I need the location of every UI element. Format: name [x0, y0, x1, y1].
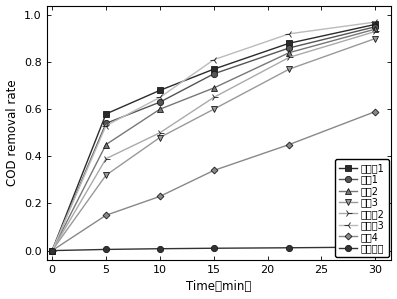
- 实验兣1: [287, 42, 291, 45]
- 实验兣1: [211, 67, 216, 71]
- 实验兣3: [287, 32, 291, 36]
- 实验兣2: [158, 131, 162, 135]
- 实验兣3: [211, 58, 216, 62]
- 实验兣2: [50, 249, 54, 252]
- Line: 空白对照: 空白对照: [49, 244, 378, 254]
- 对比2: [373, 27, 378, 31]
- Line: 实验兣1: 实验兣1: [49, 21, 378, 254]
- 对比4: [373, 110, 378, 113]
- 对比1: [104, 122, 108, 125]
- 空白对照: [211, 246, 216, 250]
- Line: 实验兣2: 实验兣2: [48, 28, 379, 254]
- 实验兣2: [211, 96, 216, 99]
- 对比1: [287, 46, 291, 50]
- 对比3: [373, 37, 378, 40]
- 对比4: [104, 213, 108, 217]
- 对比2: [211, 86, 216, 90]
- 实验兣2: [287, 56, 291, 59]
- 空白对照: [373, 245, 378, 249]
- 对比4: [50, 249, 54, 252]
- Line: 对比2: 对比2: [49, 26, 378, 254]
- Legend: 实验兣1, 对比1, 对比2, 对比3, 实验兣2, 实验兣3, 对比4, 空白对照: 实验兣1, 对比1, 对比2, 对比3, 实验兣2, 实验兣3, 对比4, 空白…: [335, 159, 389, 257]
- X-axis label: Time（min）: Time（min）: [187, 280, 252, 293]
- 实验兣3: [50, 249, 54, 252]
- 对比3: [50, 249, 54, 252]
- 对比4: [158, 195, 162, 198]
- 对比2: [104, 143, 108, 147]
- Line: 对比3: 对比3: [49, 35, 378, 254]
- 对比4: [211, 169, 216, 172]
- 空白对照: [104, 248, 108, 251]
- 对比2: [50, 249, 54, 252]
- 对比1: [50, 249, 54, 252]
- 空白对照: [287, 246, 291, 250]
- 对比3: [158, 136, 162, 139]
- 对比1: [211, 72, 216, 76]
- 实验兣3: [373, 20, 378, 24]
- 实验兣1: [104, 112, 108, 116]
- 空白对照: [50, 249, 54, 252]
- 空白对照: [158, 247, 162, 251]
- 对比2: [287, 51, 291, 54]
- 实验兣3: [104, 124, 108, 127]
- Line: 对比4: 对比4: [50, 109, 378, 253]
- 对比1: [158, 100, 162, 104]
- 对比3: [104, 173, 108, 177]
- 对比1: [373, 25, 378, 29]
- Line: 对比1: 对比1: [49, 24, 378, 254]
- 实验兣2: [104, 157, 108, 161]
- 实验兣3: [158, 96, 162, 99]
- 实验兣1: [50, 249, 54, 252]
- 实验兣1: [158, 89, 162, 92]
- Y-axis label: COD removal rate: COD removal rate: [6, 80, 19, 186]
- 对比4: [287, 143, 291, 147]
- 对比3: [211, 107, 216, 111]
- Line: 实验兣3: 实验兣3: [48, 18, 379, 254]
- 对比2: [158, 107, 162, 111]
- 实验兣1: [373, 23, 378, 26]
- 对比3: [287, 67, 291, 71]
- 实验兣2: [373, 30, 378, 33]
